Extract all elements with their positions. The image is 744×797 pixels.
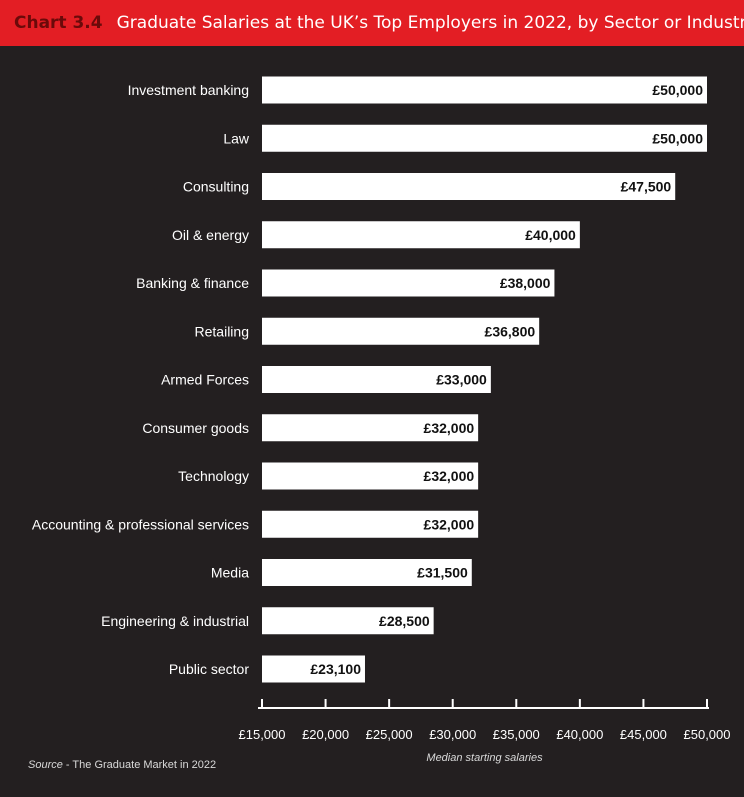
bar-engineering-and-industrial [262, 607, 434, 635]
value-label-armed-forces: £33,000 [436, 372, 487, 388]
source-label: Source [28, 759, 63, 771]
bar-law [262, 124, 707, 152]
x-tick-label: £15,000 [239, 727, 286, 742]
value-label-public-sector: £23,100 [310, 661, 361, 677]
x-tick-label: £35,000 [493, 727, 540, 742]
category-label-banking-and-finance: Banking & finance [136, 275, 249, 291]
bar-investment-banking [262, 76, 707, 104]
x-tick-label: £20,000 [302, 727, 349, 742]
value-label-law: £50,000 [652, 130, 703, 146]
category-label-investment-banking: Investment banking [128, 82, 249, 98]
category-label-armed-forces: Armed Forces [161, 372, 249, 388]
category-label-retailing: Retailing [195, 323, 249, 339]
source-text: - The Graduate Market in 2022 [62, 759, 217, 771]
bar-consumer-goods [262, 414, 479, 442]
bar-armed-forces [262, 366, 491, 393]
source-note: Source - The Graduate Market in 2022 [28, 759, 216, 771]
x-tick-label: £30,000 [429, 727, 476, 742]
category-label-technology: Technology [178, 468, 249, 484]
chart-number: Chart 3.4 [14, 13, 103, 33]
value-label-engineering-and-industrial: £28,500 [379, 613, 430, 629]
title-bar: Chart 3.4 Graduate Salaries at the UK’s … [0, 0, 744, 46]
category-label-accounting-and-professional-services: Accounting & professional services [32, 516, 249, 532]
bar-consulting [262, 173, 676, 200]
x-tick-label: £25,000 [366, 727, 413, 742]
bar-media [262, 559, 472, 586]
chart-title: Graduate Salaries at the UK’s Top Employ… [116, 13, 744, 33]
value-label-oil-and-energy: £40,000 [525, 227, 576, 243]
bar-retailing [262, 317, 540, 345]
bar-oil-and-energy [262, 221, 580, 249]
bar-banking-and-finance [262, 269, 555, 297]
x-tick-label: £50,000 [684, 727, 731, 742]
x-tick-label: £40,000 [556, 727, 603, 742]
category-label-public-sector: Public sector [169, 661, 249, 677]
bar-technology [262, 462, 479, 490]
x-axis-label: Median starting salaries [426, 752, 543, 764]
category-label-law: Law [223, 130, 250, 146]
value-label-accounting-and-professional-services: £32,000 [424, 516, 475, 532]
value-label-media: £31,500 [417, 565, 468, 581]
category-label-consulting: Consulting [183, 179, 249, 195]
category-label-engineering-and-industrial: Engineering & industrial [101, 613, 249, 629]
value-label-investment-banking: £50,000 [652, 82, 703, 98]
category-label-media: Media [211, 565, 249, 581]
value-label-consumer-goods: £32,000 [424, 420, 475, 436]
x-tick-label: £45,000 [620, 727, 667, 742]
category-label-oil-and-energy: Oil & energy [172, 227, 249, 243]
value-label-consulting: £47,500 [621, 179, 672, 195]
category-label-consumer-goods: Consumer goods [142, 420, 249, 436]
value-label-retailing: £36,800 [485, 323, 536, 339]
value-label-banking-and-finance: £38,000 [500, 275, 551, 291]
value-label-technology: £32,000 [424, 468, 475, 484]
bar-accounting-and-professional-services [262, 510, 479, 538]
bar-public-sector [262, 655, 365, 683]
